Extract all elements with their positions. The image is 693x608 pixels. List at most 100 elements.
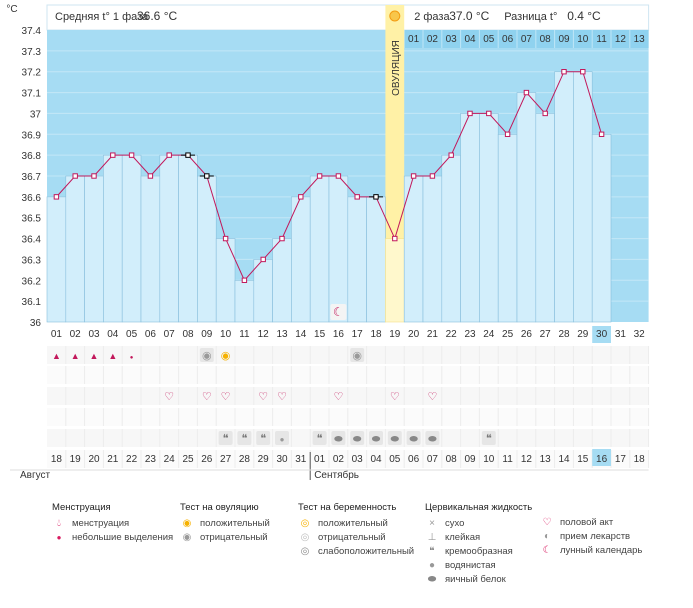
moon-icon: ☾ <box>542 545 552 556</box>
legend-pregnancy-positive: положительный <box>318 518 388 529</box>
temperature-point-day-16 <box>335 173 342 179</box>
date-label: 09 <box>464 454 476 465</box>
month-label-august: Август <box>20 470 51 481</box>
temperature-bar-day-17 <box>347 196 367 323</box>
date-label: 23 <box>145 454 157 465</box>
temperature-bar-day-22 <box>441 154 461 323</box>
creamy-icon-bg <box>481 431 496 445</box>
temperature-point-day-6 <box>147 173 154 179</box>
phase1-value: 36.6 °C <box>137 9 177 23</box>
temperature-point-day-17 <box>354 194 360 200</box>
date-label: 14 <box>558 454 570 465</box>
date-label: 24 <box>164 454 176 465</box>
legend-cervical-fluid-title: Цервикальная жидкость <box>425 502 533 513</box>
phase2-day-label: 10 <box>577 34 589 45</box>
cycle-day-label: 06 <box>145 329 157 340</box>
y-tick-label: 36.6 <box>22 193 42 204</box>
y-tick-label: 37 <box>30 109 42 120</box>
legend-ovulation-positive: положительный <box>200 518 270 529</box>
legend-menstruation: Менструация 💧︎ менструация ● небольшие выд… <box>52 502 173 545</box>
diff-value: 0.4 °C <box>567 9 601 23</box>
temperature-point-day-15 <box>316 173 323 179</box>
eggwhite-icon-bg <box>406 431 421 445</box>
temperature-point-day-7 <box>166 152 172 158</box>
eggwhite-icon-bg <box>350 431 365 445</box>
lunar-marker-bg <box>330 304 347 320</box>
legend-fluid-creamy: кремообразная <box>445 546 513 557</box>
menstruation-icon: ▲ <box>90 351 99 361</box>
creamy-icon: ❝ <box>317 433 323 445</box>
temperature-point-day-8 <box>185 152 191 158</box>
cycle-day-label: 22 <box>446 329 458 340</box>
date-label: 22 <box>126 454 138 465</box>
temperature-point-day-19 <box>392 235 398 242</box>
phase2-day-label: 06 <box>502 34 514 45</box>
date-label: 31 <box>295 454 307 465</box>
date-label: 25 <box>182 454 194 465</box>
watery-icon: ● <box>428 560 436 571</box>
pregnancy-negative-icon: ◎ <box>300 532 310 543</box>
cycle-day-label: 18 <box>370 329 382 340</box>
cycle-day-label: 25 <box>502 329 514 340</box>
temperature-point-day-13 <box>279 235 285 242</box>
cycle-day-label: 24 <box>483 329 495 340</box>
phase2-day-label: 11 <box>596 34 607 45</box>
cycle-day-label: 29 <box>577 329 589 340</box>
cycle-day-label: 02 <box>70 329 82 340</box>
y-tick-label: 36.3 <box>22 255 42 266</box>
temperature-bar-day-10 <box>215 238 236 323</box>
y-tick-label: 36.5 <box>22 214 42 225</box>
date-label: 18 <box>51 454 63 465</box>
temperature-point-day-29 <box>580 69 586 75</box>
temperature-bar-day-23 <box>460 113 480 323</box>
legend-pregnancy-negative: отрицательный <box>318 532 386 543</box>
phase2-day-label: 13 <box>634 34 646 45</box>
y-tick-label: 36.9 <box>22 130 42 141</box>
eggwhite-icon: ⬬ <box>427 574 437 585</box>
temperature-bar-day-21 <box>422 175 443 323</box>
menstruation-icon: ▲ <box>52 351 61 361</box>
light-spotting-icon: ● <box>56 533 62 542</box>
temperature-point-day-23 <box>467 110 473 117</box>
cycle-day-label: 30 <box>596 329 608 340</box>
heart-icon: ♡ <box>542 517 552 528</box>
pill-icon: ◐ <box>543 531 551 542</box>
watery-icon: ● <box>280 435 285 444</box>
ovulation-negative-icon: ◉ <box>202 350 212 362</box>
current-date-highlight <box>592 449 611 466</box>
temperature-bar-day-7 <box>159 154 179 323</box>
cycle-day-label: 28 <box>558 329 570 340</box>
legend-ovulation-negative: отрицательный <box>200 532 268 543</box>
pregnancy-positive-icon: ◎ <box>300 518 310 529</box>
cycle-day-label: 23 <box>464 329 476 340</box>
date-label: 13 <box>540 454 552 465</box>
eggwhite-icon: ⬬ <box>334 434 343 445</box>
y-tick-label: 37.2 <box>22 68 42 79</box>
temperature-point-day-14 <box>298 194 304 200</box>
temperature-point-day-11 <box>241 277 248 283</box>
temperature-bar-day-18 <box>366 196 386 323</box>
cycle-day-label: 07 <box>164 329 176 340</box>
y-tick-label: 36.1 <box>22 297 42 308</box>
date-label: 10 <box>483 454 495 465</box>
menstruation-icon: ▲ <box>71 351 80 361</box>
temperature-bar-day-30 <box>591 133 612 323</box>
cycle-day-label: 26 <box>521 329 533 340</box>
phase2-day-label: 05 <box>483 34 495 45</box>
temperature-point-day-18 <box>373 194 379 200</box>
y-unit-label: °C <box>6 4 17 15</box>
legend-pregnancy-test-title: Тест на беременность <box>298 502 397 513</box>
temperature-line <box>56 71 603 282</box>
date-label: 19 <box>70 454 82 465</box>
heart-icon: ♡ <box>164 391 174 403</box>
eggwhite-icon: ⬬ <box>391 434 400 445</box>
temperature-point-day-10 <box>222 235 229 242</box>
date-label: 05 <box>389 454 401 465</box>
y-tick-label: 36 <box>30 318 42 329</box>
creamy-icon-bg <box>312 431 327 445</box>
legend-intercourse: половой акт <box>560 517 614 528</box>
heart-icon: ♡ <box>277 391 287 403</box>
temperature-point-day-2 <box>72 173 78 179</box>
menstruation-icon: 💧︎ <box>57 518 61 529</box>
